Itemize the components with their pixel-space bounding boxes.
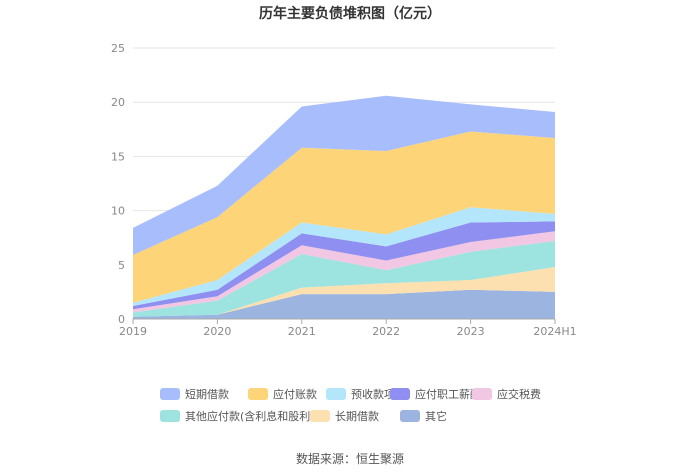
data-source-note: 数据来源：恒生聚源 [295, 452, 404, 466]
legend-label: 短期借款 [185, 388, 229, 401]
legend-swatch [472, 388, 492, 400]
area-预收款项[interactable] [133, 207, 555, 306]
legend-item-others[interactable]: 其它 [400, 408, 447, 424]
x-tick-label: 2020 [203, 325, 231, 338]
axes: 0 5 10 15 20 25 2019 2020 2021 2022 2023 2024H1 [111, 42, 577, 338]
legend-swatch [160, 410, 180, 422]
legend-item-other-payables[interactable]: 其他应付款(含利息和股利) [160, 408, 315, 424]
legend-swatch [326, 388, 346, 400]
y-tick-label: 0 [118, 313, 125, 326]
stacked-area-chart: 0 5 10 15 20 25 2019 2020 2021 2022 2023 2024H1 [111, 42, 577, 338]
legend-label: 应付账款 [273, 388, 317, 401]
area-应付账款[interactable] [133, 131, 555, 303]
x-tick-label: 2022 [372, 325, 400, 338]
area-其它[interactable] [133, 289, 555, 319]
x-tick-label: 2024H1 [533, 325, 576, 338]
legend-swatch [390, 388, 410, 400]
legend-label: 应交税费 [497, 388, 541, 401]
legend-item-advance-receipts[interactable]: 预收款项 [326, 386, 395, 402]
y-tick-label: 5 [118, 259, 125, 272]
area-其他应付款(含利息和股利)[interactable] [133, 241, 555, 317]
legend-item-long-term-loans[interactable]: 长期借款 [310, 408, 379, 424]
legend-swatch [160, 388, 180, 400]
y-tick-label: 10 [111, 205, 125, 218]
legend-label: 其它 [425, 410, 447, 423]
legend-label: 其他应付款(含利息和股利) [185, 410, 315, 423]
legend-swatch [248, 388, 268, 400]
legend-swatch [400, 410, 420, 422]
area-series [133, 95, 555, 319]
legend-item-taxes-payable[interactable]: 应交税费 [472, 386, 541, 402]
x-tick-label: 2021 [288, 325, 316, 338]
legend-item-short-term-loans[interactable]: 短期借款 [160, 386, 229, 402]
y-tick-label: 15 [111, 150, 125, 163]
area-长期借款[interactable] [133, 267, 555, 317]
legend-label: 应付职工薪酬 [415, 388, 481, 401]
legend-item-employee-payables[interactable]: 应付职工薪酬 [390, 386, 481, 402]
y-tick-label: 20 [111, 96, 125, 109]
x-tick-label: 2023 [457, 325, 485, 338]
chart-title: 历年主要负债堆积图（亿元） [259, 6, 441, 22]
legend-label: 长期借款 [335, 410, 379, 423]
y-tick-label: 25 [111, 42, 125, 55]
area-应付职工薪酬[interactable] [133, 221, 555, 310]
legend-label: 预收款项 [351, 388, 395, 401]
area-短期借款[interactable] [133, 95, 555, 255]
legend-item-accounts-payable[interactable]: 应付账款 [248, 386, 317, 402]
area-应交税费[interactable] [133, 231, 555, 313]
x-tick-label: 2019 [119, 325, 147, 338]
legend-swatch [310, 410, 330, 422]
